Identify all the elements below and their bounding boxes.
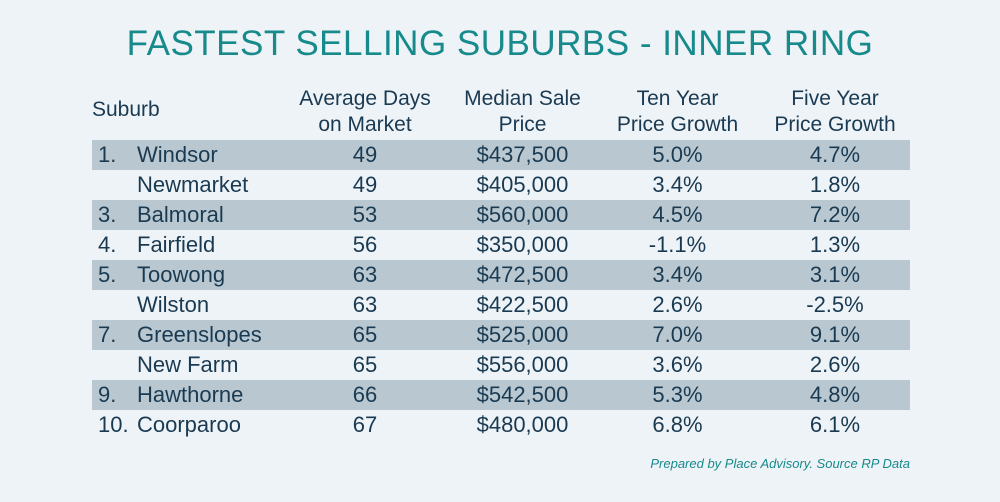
row-ten-year: 6.8% <box>652 412 703 437</box>
row-days: 56 <box>352 232 378 257</box>
row-rank: 7. <box>98 322 117 347</box>
table-header: Suburb Average Days on Market Median Sal… <box>0 86 1000 140</box>
row-days: 49 <box>352 142 378 167</box>
row-ten-year: 5.0% <box>652 142 703 167</box>
row-suburb: Windsor <box>137 142 218 167</box>
table-row: Newmarket 49 $405,000 3.4% 1.8% <box>92 170 910 200</box>
row-suburb: Hawthorne <box>137 382 244 407</box>
row-five-year: 3.1% <box>809 262 861 287</box>
row-price: $480,000 <box>476 412 569 437</box>
row-suburb: Newmarket <box>137 172 249 197</box>
row-five-year: 9.1% <box>809 322 861 347</box>
table-row: New Farm 65 $556,000 3.6% 2.6% <box>92 350 910 380</box>
row-ten-year: 3.6% <box>652 352 703 377</box>
row-price: $560,000 <box>476 202 569 227</box>
row-five-year: 2.6% <box>809 352 861 377</box>
row-days: 66 <box>352 382 378 407</box>
row-days: 65 <box>352 352 378 377</box>
table-row: 10. Coorparoo 67 $480,000 6.8% 6.1% <box>92 410 910 440</box>
row-five-year: 1.8% <box>809 172 861 197</box>
row-days: 63 <box>352 292 378 317</box>
row-suburb: Coorparoo <box>137 412 241 437</box>
row-price: $472,500 <box>476 262 569 287</box>
source-footnote: Prepared by Place Advisory. Source RP Da… <box>650 456 910 471</box>
row-ten-year: 4.5% <box>652 202 703 227</box>
row-ten-year: 3.4% <box>652 172 703 197</box>
header-average-days: Average Days on Market <box>280 86 450 138</box>
row-rank: 5. <box>98 262 117 287</box>
row-days: 49 <box>352 172 378 197</box>
row-days: 65 <box>352 322 378 347</box>
row-rank: 9. <box>98 382 117 407</box>
table-row: Wilston 63 $422,500 2.6% -2.5% <box>92 290 910 320</box>
row-suburb: Wilston <box>137 292 210 317</box>
row-ten-year: -1.1% <box>648 232 707 257</box>
row-days: 63 <box>352 262 378 287</box>
header-ten-year-growth: Ten Year Price Growth <box>600 86 755 138</box>
row-ten-year: 5.3% <box>652 382 703 407</box>
row-rank: 3. <box>98 202 117 227</box>
table-row: 1. Windsor 49 $437,500 5.0% 4.7% <box>92 140 910 170</box>
row-price: $350,000 <box>476 232 569 257</box>
row-price: $422,500 <box>476 292 569 317</box>
row-price: $405,000 <box>476 172 569 197</box>
row-days: 67 <box>352 412 378 437</box>
row-price: $556,000 <box>476 352 569 377</box>
header-average-days-line2: on Market <box>318 113 412 136</box>
row-rank: 1. <box>98 142 117 167</box>
table-row: 3. Balmoral 53 $560,000 4.5% 7.2% <box>92 200 910 230</box>
header-median-price-line1: Median Sale <box>464 87 581 110</box>
table-row: 7. Greenslopes 65 $525,000 7.0% 9.1% <box>92 320 910 350</box>
table-row: 5. Toowong 63 $472,500 3.4% 3.1% <box>92 260 910 290</box>
header-suburb: Suburb <box>92 98 160 121</box>
row-rank: 10. <box>98 412 129 437</box>
row-rank: 4. <box>98 232 117 257</box>
header-five-year-growth: Five Year Price Growth <box>755 86 915 138</box>
header-median-price: Median Sale Price <box>445 86 600 138</box>
page-title: FASTEST SELLING SUBURBS - INNER RING <box>126 24 874 63</box>
row-five-year: 4.7% <box>809 142 861 167</box>
header-average-days-line1: Average Days <box>299 87 431 110</box>
table-body: 1. Windsor 49 $437,500 5.0% 4.7% Newmark… <box>92 140 910 440</box>
header-five-year-growth-line2: Price Growth <box>774 113 896 136</box>
row-days: 53 <box>352 202 378 227</box>
table-row: 4. Fairfield 56 $350,000 -1.1% 1.3% <box>92 230 910 260</box>
row-five-year: 1.3% <box>809 232 861 257</box>
row-five-year: -2.5% <box>806 292 864 317</box>
row-suburb: Fairfield <box>137 232 216 257</box>
table-row: 9. Hawthorne 66 $542,500 5.3% 4.8% <box>92 380 910 410</box>
row-price: $542,500 <box>476 382 569 407</box>
row-five-year: 7.2% <box>809 202 861 227</box>
header-five-year-growth-line1: Five Year <box>791 87 879 110</box>
row-suburb: Toowong <box>137 262 226 287</box>
row-five-year: 4.8% <box>809 382 861 407</box>
row-suburb: Greenslopes <box>137 322 262 347</box>
row-ten-year: 2.6% <box>652 292 703 317</box>
header-ten-year-growth-line1: Ten Year <box>636 87 719 110</box>
row-ten-year: 7.0% <box>652 322 703 347</box>
row-ten-year: 3.4% <box>652 262 703 287</box>
row-price: $525,000 <box>476 322 569 347</box>
row-five-year: 6.1% <box>809 412 861 437</box>
header-ten-year-growth-line2: Price Growth <box>616 113 739 136</box>
row-suburb: Balmoral <box>137 202 224 227</box>
row-suburb: New Farm <box>137 352 239 377</box>
header-median-price-line2: Price <box>498 113 547 136</box>
row-price: $437,500 <box>476 142 569 167</box>
